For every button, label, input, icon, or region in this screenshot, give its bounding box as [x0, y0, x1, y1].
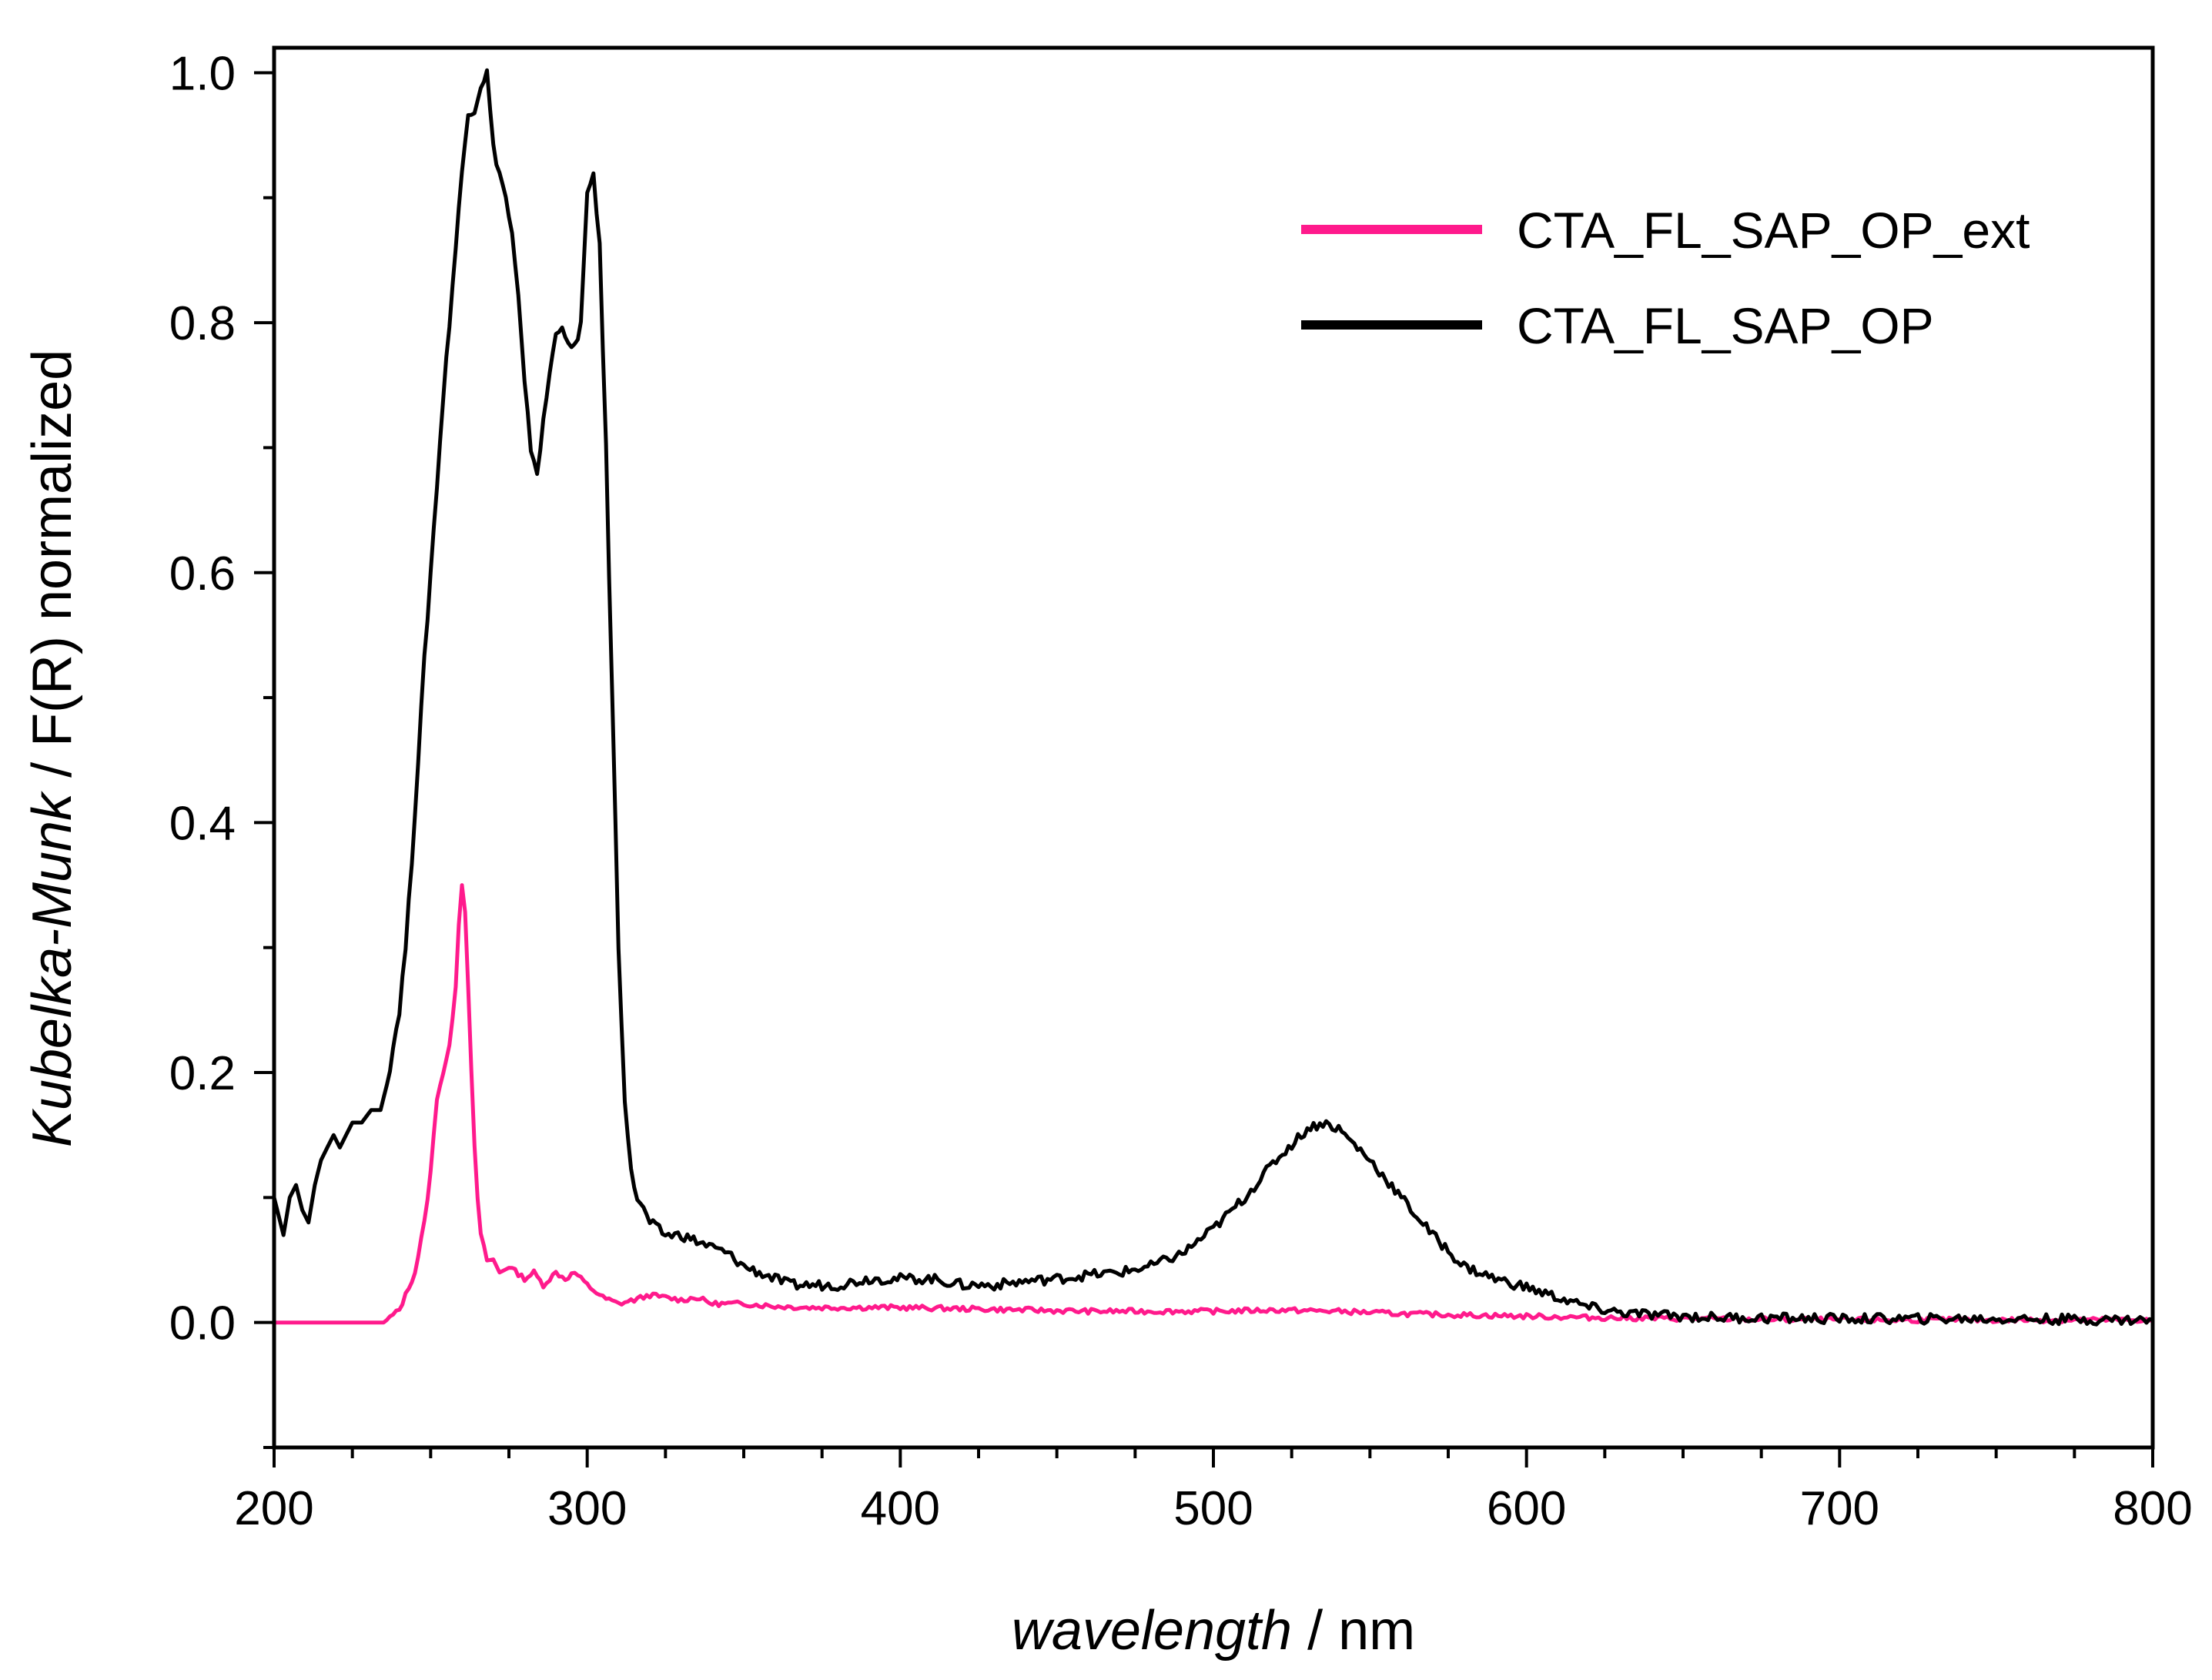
y-tick-label: 0.0: [169, 1297, 236, 1350]
legend: CTA_FL_SAP_OP_ext CTA_FL_SAP_OP: [1301, 202, 2030, 354]
y-axis-title-italic: Kubelka-Munk: [22, 790, 83, 1147]
y-tick-label: 0.8: [169, 297, 236, 350]
x-axis: 200 300 400 500 600 700 800: [234, 1447, 2193, 1535]
x-tick-label: 400: [861, 1482, 940, 1535]
x-tick-label: 800: [2113, 1482, 2192, 1535]
y-tick-label: 0.6: [169, 547, 236, 601]
x-axis-title: wavelength / nm: [1012, 1600, 1415, 1662]
x-tick-label: 200: [234, 1482, 313, 1535]
series-layer: [272, 68, 2155, 1327]
y-axis-title-unit: / F(R) normalized: [22, 350, 83, 793]
y-tick-label: 1.0: [169, 47, 236, 100]
series-line-1: [272, 68, 2155, 1327]
x-tick-label: 600: [1487, 1482, 1566, 1535]
legend-label-op: CTA_FL_SAP_OP: [1517, 297, 1934, 354]
legend-label-ext: CTA_FL_SAP_OP_ext: [1517, 202, 2030, 259]
x-tick-label: 300: [547, 1482, 627, 1535]
y-axis: 0.0 0.2 0.4 0.6 0.8 1.0: [169, 47, 274, 1449]
y-tick-label: 0.4: [169, 797, 236, 850]
x-tick-label: 500: [1173, 1482, 1253, 1535]
x-tick-label: 700: [1800, 1482, 1879, 1535]
x-axis-title-italic: wavelength: [1012, 1600, 1292, 1662]
x-axis-title-unit: / nm: [1292, 1600, 1415, 1662]
y-axis-title: Kubelka-Munk / F(R) normalized: [22, 350, 83, 1147]
y-tick-label: 0.2: [169, 1047, 236, 1100]
